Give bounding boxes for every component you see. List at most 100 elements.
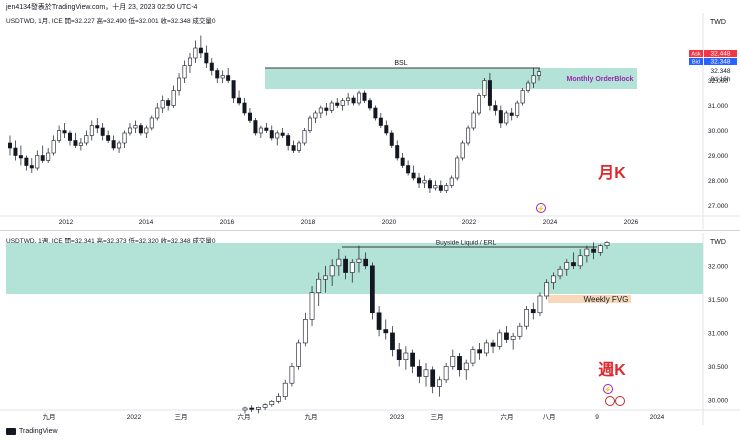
weekly-candle xyxy=(289,363,295,387)
monthly-currency-label: TWD xyxy=(710,19,726,26)
weekly-price-tick: 32.000 xyxy=(708,263,728,270)
publish-header: jen4134發表於TradingView.com，十月 23, 2023 02… xyxy=(6,4,198,11)
monthly-candle xyxy=(515,100,520,118)
monthly-candle xyxy=(498,105,503,128)
monthly-candle xyxy=(160,95,165,113)
tradingview-logo-icon xyxy=(6,428,16,435)
monthly-candle xyxy=(482,78,487,98)
weekly-fvg-label: Weekly FVG xyxy=(584,295,629,304)
monthly-candle xyxy=(537,68,541,81)
weekly-candle xyxy=(430,366,436,394)
monthly-candle xyxy=(340,98,345,111)
monthly-candle xyxy=(133,120,138,133)
panel-divider[interactable] xyxy=(0,230,740,231)
monthly-price-tick: 32.000 xyxy=(708,78,728,85)
bid-badge-label: Bid xyxy=(692,60,700,66)
monthly-event-icon[interactable] xyxy=(536,203,546,213)
weekly-candle xyxy=(416,359,422,384)
monthly-candle xyxy=(111,135,116,151)
monthly-time-tick: 2012 xyxy=(59,219,74,226)
weekly-candle xyxy=(591,242,596,260)
monthly-candle xyxy=(51,135,56,156)
monthly-candle xyxy=(286,133,291,151)
monthly-candle xyxy=(411,165,416,181)
monthly-candle xyxy=(389,130,394,148)
monthly-time-tick: 2018 xyxy=(301,219,316,226)
ask-badge-bg xyxy=(689,50,703,57)
weekly-candle xyxy=(329,259,335,286)
weekly-period-label: 週K xyxy=(598,361,626,379)
weekly-candle xyxy=(564,259,570,276)
monthly-candle xyxy=(73,133,78,148)
ask-price: 32.448 xyxy=(711,51,731,58)
monthly-candle xyxy=(100,123,105,141)
monthly-candle xyxy=(417,173,422,188)
bid-badge-bg xyxy=(689,58,703,65)
ask-price-bg xyxy=(704,50,737,57)
weekly-event-icon[interactable] xyxy=(603,384,613,394)
weekly-candle xyxy=(316,272,322,307)
monthly-candle xyxy=(477,93,482,116)
monthly-orderblock-label: Monthly OrderBlock xyxy=(567,76,634,83)
weekly-chart[interactable]: Buyside Liquid / ERL Weekly FVG 週K ⚡ TWD… xyxy=(0,233,740,425)
weekly-time-tick: 六月 xyxy=(501,412,514,421)
monthly-candle xyxy=(18,145,23,166)
monthly-candle xyxy=(455,155,460,181)
bid-price: 32.348 xyxy=(711,59,731,66)
weekly-time-tick: 八月 xyxy=(543,413,556,421)
monthly-candle xyxy=(324,103,329,116)
bar-countdown: 8d 16h xyxy=(711,76,731,83)
lightning-icon: ⚡ xyxy=(604,386,611,394)
weekly-candle xyxy=(410,349,415,374)
weekly-candle xyxy=(282,379,288,400)
monthly-candle xyxy=(177,73,182,96)
monthly-time-tick: 2020 xyxy=(382,219,397,226)
monthly-candle xyxy=(193,40,198,63)
monthly-candle xyxy=(138,123,143,136)
weekly-fvg-zone xyxy=(548,295,631,303)
weekly-candle xyxy=(356,245,362,273)
monthly-candle xyxy=(215,68,220,83)
footer-brand: TradingView xyxy=(19,428,58,435)
last-price: 32.348 xyxy=(711,68,731,75)
weekly-candle xyxy=(457,353,462,377)
monthly-candle xyxy=(302,128,307,146)
monthly-candle xyxy=(362,90,367,103)
monthly-candle xyxy=(291,140,296,153)
weekly-candle xyxy=(343,255,348,280)
monthly-candle xyxy=(198,35,203,58)
monthly-candle xyxy=(427,178,432,193)
monthly-time-tick: 2014 xyxy=(139,219,154,226)
monthly-price-tick: 31.000 xyxy=(708,103,728,110)
monthly-symbol-title: USDTWD, 1月, ICE 開=32.227 高=32.490 低=32.0… xyxy=(6,18,216,25)
us-flag-icon[interactable] xyxy=(605,396,615,406)
weekly-candle xyxy=(423,363,429,387)
monthly-chart[interactable]: BSL Monthly OrderBlock 月K ⚡ TWD Ask 32.4… xyxy=(0,13,740,229)
weekly-candle xyxy=(524,306,529,330)
monthly-bsl-label: BSL xyxy=(394,60,407,67)
monthly-candle xyxy=(487,73,492,111)
footer: TradingView xyxy=(6,428,58,435)
monthly-candle xyxy=(226,68,231,83)
monthly-time-tick: 2026 xyxy=(624,219,639,226)
monthly-candle xyxy=(122,130,127,148)
monthly-candle xyxy=(209,58,214,76)
weekly-candle xyxy=(450,349,456,370)
monthly-candle xyxy=(144,125,149,138)
weekly-price-tick: 31.000 xyxy=(708,330,728,337)
weekly-time-tick: 2023 xyxy=(390,414,405,421)
weekly-symbol-title: USDTWD, 1週, ICE 開=32.341 高=32.373 低=32.3… xyxy=(6,238,216,245)
monthly-candle xyxy=(89,120,94,141)
us-flag-icon[interactable] xyxy=(615,396,625,406)
weekly-candle xyxy=(483,339,489,357)
monthly-time-tick: 2016 xyxy=(220,219,235,226)
weekly-panel: USDTWD, 1週, ICE 開=32.341 高=32.373 低=32.3… xyxy=(0,233,740,425)
monthly-candle xyxy=(520,88,525,106)
weekly-time-tick: 9 xyxy=(595,414,599,421)
monthly-candle xyxy=(307,115,312,133)
monthly-candle xyxy=(460,140,465,161)
monthly-candle xyxy=(242,98,247,116)
weekly-currency-label: TWD xyxy=(710,239,726,246)
weekly-candle xyxy=(242,406,248,414)
weekly-time-tick: 2024 xyxy=(650,414,665,421)
